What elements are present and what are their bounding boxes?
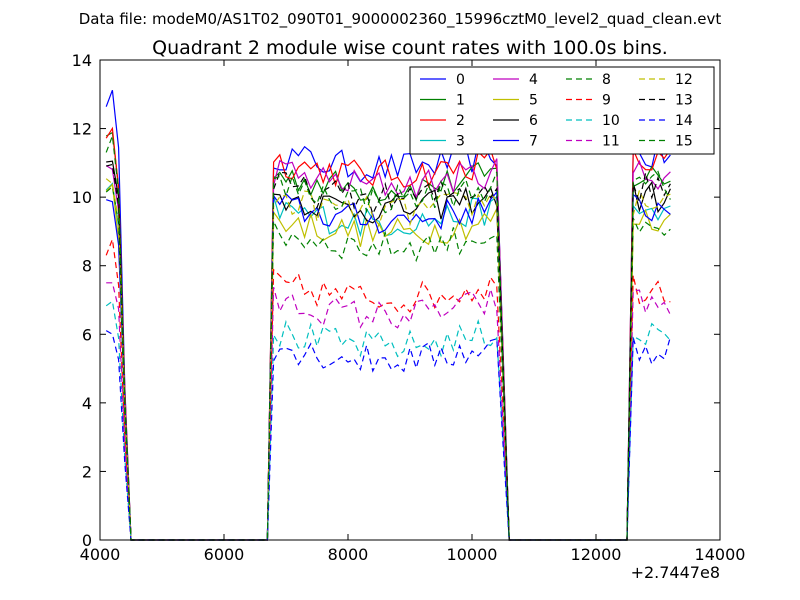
x-tick-label: 4000	[80, 545, 121, 564]
series-line-13	[106, 163, 671, 541]
legend-label-8: 8	[602, 72, 611, 88]
x-tick-label: 14000	[695, 545, 746, 564]
legend-label-2: 2	[456, 113, 465, 129]
legend-label-0: 0	[456, 72, 465, 88]
series-line-14	[105, 330, 671, 541]
y-tick-label: 12	[72, 120, 92, 139]
plot-frame	[99, 59, 721, 541]
series-line-5	[105, 183, 671, 541]
x-tick-label: 10000	[447, 545, 498, 564]
legend-box	[409, 66, 715, 155]
x-axis: 4000 6000 8000 10000 12000 14000	[80, 60, 746, 564]
legend-label-13: 13	[675, 93, 693, 109]
series-line-3	[105, 182, 671, 541]
chart-title: Quadrant 2 module wise count rates with …	[152, 37, 668, 59]
y-tick-label: 6	[82, 325, 92, 344]
legend-label-14: 14	[675, 113, 693, 129]
y-tick-label: 0	[82, 531, 92, 550]
series-line-11	[106, 282, 671, 541]
series-line-4	[105, 158, 671, 541]
series-line-6	[106, 160, 671, 541]
plot-lines	[105, 89, 671, 541]
y-tick-label: 10	[72, 188, 92, 207]
legend-label-11: 11	[602, 134, 620, 150]
legend-label-3: 3	[456, 134, 465, 150]
x-tick-label: 6000	[204, 545, 245, 564]
x-tick-label: 8000	[328, 545, 369, 564]
series-line-12	[105, 178, 671, 541]
series-line-8	[105, 185, 671, 541]
legend-label-4: 4	[529, 72, 538, 88]
y-tick-label: 4	[82, 394, 92, 413]
legend-label-6: 6	[529, 113, 538, 129]
legend-label-7: 7	[529, 134, 538, 150]
legend-label-10: 10	[602, 113, 620, 129]
legend-label-1: 1	[456, 93, 465, 109]
legend-label-15: 15	[675, 134, 693, 150]
series-line-7	[106, 190, 671, 541]
legend-label-5: 5	[529, 93, 538, 109]
y-tick-label: 8	[82, 257, 92, 276]
legend-label-9: 9	[602, 93, 611, 109]
series-line-15	[105, 135, 671, 541]
y-tick-label: 2	[82, 462, 92, 481]
chart-suptitle: Data file: modeM0/AS1T02_090T01_90000023…	[79, 10, 722, 29]
series-line-9	[105, 237, 671, 541]
x-offset-label: +2.7447e8	[631, 563, 720, 582]
y-tick-label: 14	[72, 51, 92, 70]
series-line-10	[105, 300, 671, 541]
x-tick-label: 12000	[571, 545, 622, 564]
series-line-0	[105, 89, 671, 541]
legend-label-12: 12	[675, 72, 693, 88]
